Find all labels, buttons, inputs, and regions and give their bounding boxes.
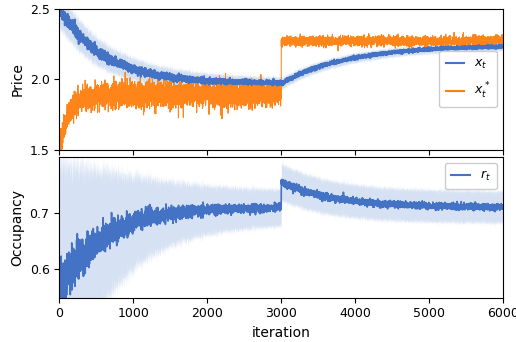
Y-axis label: Price: Price — [10, 62, 24, 96]
Legend: $x_t$, $x_t^*$: $x_t$, $x_t^*$ — [440, 51, 497, 107]
Y-axis label: Occupancy: Occupancy — [10, 188, 24, 265]
X-axis label: iteration: iteration — [252, 326, 311, 340]
Legend: $r_t$: $r_t$ — [445, 163, 497, 189]
